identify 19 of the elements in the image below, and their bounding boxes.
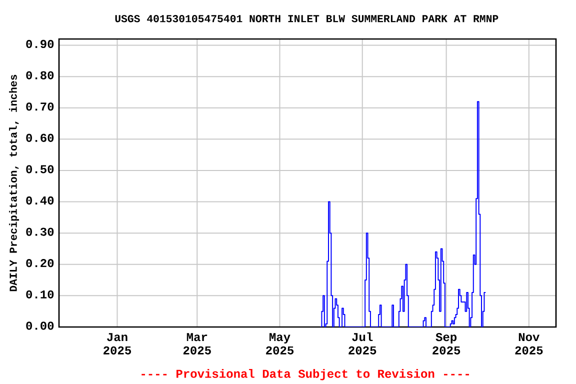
y-tick-label: 0.50 bbox=[26, 165, 54, 174]
y-tick-label: 0.00 bbox=[26, 322, 54, 330]
chart-title: USGS 401530105475401 NORTH INLET BLW SUMMERLAND PARK AT RMNP bbox=[115, 15, 498, 22]
y-tick-label: 0.60 bbox=[26, 134, 54, 142]
x-tick-label: Mar 2025 bbox=[183, 333, 211, 354]
y-tick-label: 0.40 bbox=[26, 196, 54, 205]
y-tick-label: 0.30 bbox=[26, 228, 54, 236]
y-tick-label: 0.20 bbox=[26, 259, 54, 268]
y-tick-label: 0.70 bbox=[26, 102, 54, 111]
x-tick-label: May 2025 bbox=[266, 333, 294, 354]
y-tick-label: 0.90 bbox=[26, 40, 54, 48]
x-tick-label: Sep 2025 bbox=[432, 333, 460, 354]
y-axis-title: DAILY Precipitation, total, inches bbox=[9, 74, 20, 292]
y-tick-label: 0.10 bbox=[26, 290, 54, 298]
y-tick-label: 0.80 bbox=[26, 71, 54, 80]
x-tick-label: Jan 2025 bbox=[104, 333, 132, 354]
text: ---- Provisional Data Subject to Revision ---- bbox=[142, 369, 469, 380]
x-tick-label: Nov 2025 bbox=[515, 333, 543, 354]
x-tick-label: Jul 2025 bbox=[348, 332, 376, 354]
